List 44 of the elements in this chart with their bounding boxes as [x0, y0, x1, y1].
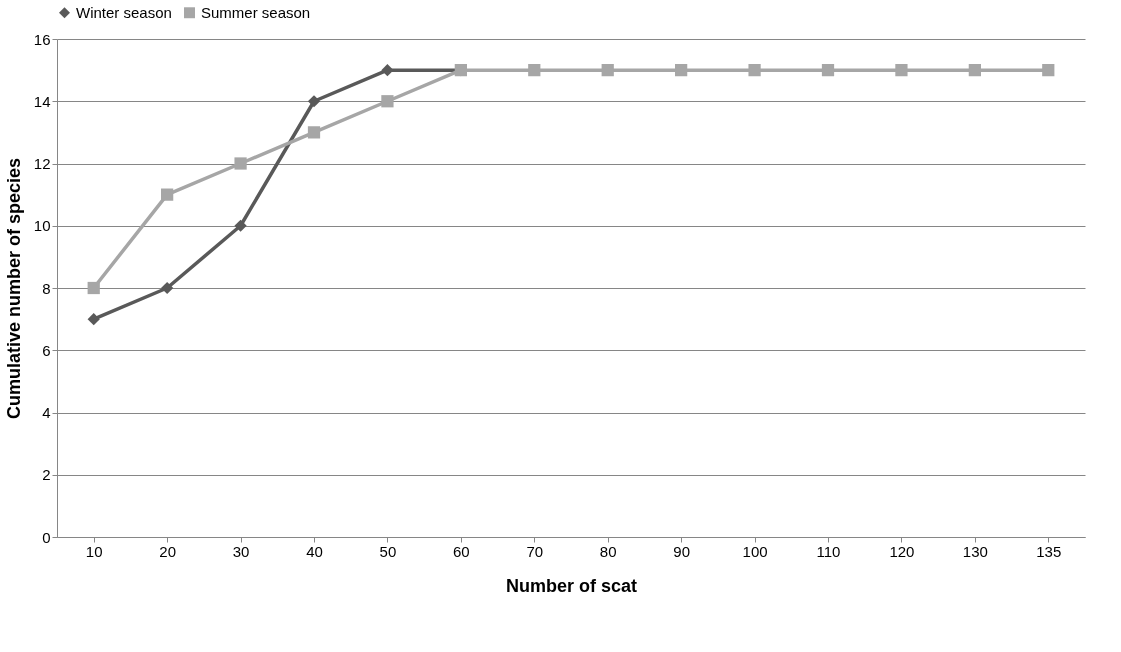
x-axis-title: Number of scat — [505, 575, 638, 596]
x-tick-label: 40 — [306, 542, 323, 560]
x-tick-label: 130 — [962, 542, 988, 560]
y-tick-label: 0 — [42, 528, 51, 546]
point — [234, 219, 247, 232]
point — [307, 126, 321, 139]
y-tick-label: 6 — [42, 341, 51, 359]
x-tick-label: 110 — [816, 542, 841, 560]
point — [307, 95, 321, 108]
point — [87, 281, 100, 295]
point — [601, 64, 614, 77]
y-tick-label: 8 — [42, 279, 51, 297]
point — [1042, 64, 1055, 77]
y-tick-label: 4 — [42, 404, 51, 421]
x-tick-label: 20 — [159, 542, 176, 560]
y-tick-label: 10 — [33, 217, 51, 235]
point — [968, 64, 981, 77]
y-tick-label: 2 — [42, 466, 51, 484]
point — [87, 313, 100, 326]
y-axis-title: Cumulative number of species — [3, 157, 24, 420]
point — [675, 64, 688, 77]
point — [895, 64, 908, 77]
point — [748, 64, 761, 77]
x-tick-label: 90 — [673, 542, 690, 560]
x-tick-label: 30 — [232, 542, 250, 560]
point — [161, 281, 174, 295]
x-tick-label: 80 — [599, 542, 617, 560]
y-tick-label: 12 — [33, 155, 51, 172]
point — [234, 157, 247, 170]
x-tick-label: 70 — [526, 542, 544, 560]
x-tick-label: 135 — [1036, 542, 1062, 560]
point — [528, 64, 541, 77]
point — [161, 188, 174, 201]
x-tick-label: 10 — [85, 542, 103, 560]
legend-label: Summer season — [201, 3, 311, 21]
point — [381, 95, 394, 108]
x-tick-label: 60 — [453, 542, 470, 560]
y-tick-label: 14 — [33, 92, 51, 110]
x-tick-label: 100 — [742, 542, 768, 560]
x-tick-label: 50 — [379, 542, 397, 560]
legend-label: Winter season — [76, 3, 172, 21]
x-tick-label: 120 — [889, 542, 915, 560]
y-tick-label: 16 — [33, 30, 51, 48]
point — [821, 64, 835, 77]
